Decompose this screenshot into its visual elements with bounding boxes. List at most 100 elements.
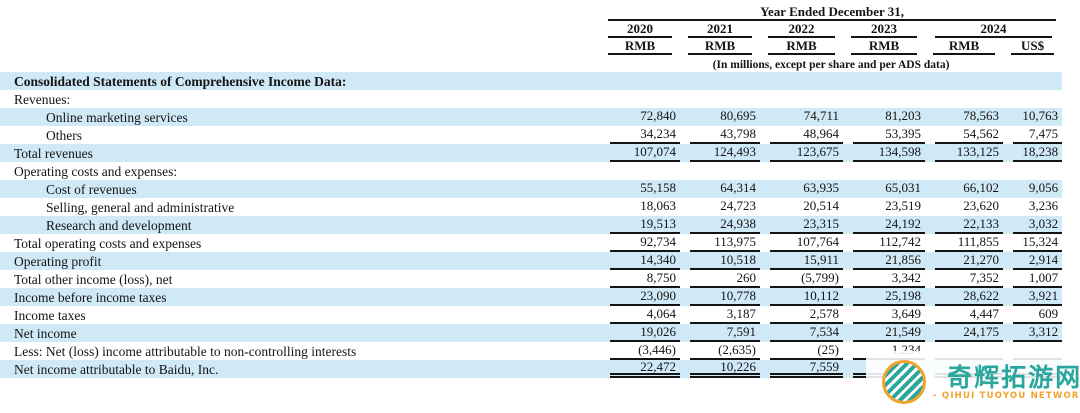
row-label: Consolidated Statements of Comprehensive… [14,74,347,89]
year-header-2020: 2020 [608,21,672,38]
cell-value [1013,90,1062,108]
cell-value: 92,734 [610,234,680,252]
cell-value: 15,324 [1013,234,1063,252]
table-row: Others 34,234 43,798 48,964 53,395 54,562 7,47… [0,126,1063,144]
cell-value: 74,711 [803,108,839,123]
cell-value: 23,090 [610,288,680,306]
cell-value: 7,591 [690,324,760,342]
cell-value: 123,675 [770,144,843,162]
cell-value: 4,447 [935,306,1003,324]
table-row: Operating costs and expenses: [0,162,1062,180]
cell-value [610,72,680,90]
cell-value [690,162,760,180]
cell-value: 3,342 [853,270,925,288]
income-statement-table: Year Ended December 31, 2020 2021 2022 2… [0,4,1063,378]
year-header-2023: 2023 [851,21,917,38]
cell-value: 21,549 [853,324,925,342]
currency-header: RMB [688,38,752,55]
cell-value [853,162,925,180]
row-label: Operating costs and expenses: [14,164,178,179]
row-label: Research and development [46,218,192,233]
cell-value: 21,270 [935,252,1003,270]
cell-value: 78,563 [963,108,999,123]
cell-value: 28,622 [935,288,1003,306]
cell-value: 107,074 [610,144,680,162]
units-note: (In millions, except per share and per A… [712,59,950,71]
cell-value: 81,203 [885,108,921,123]
cell-value: 14,340 [610,252,680,270]
cell-value [935,90,1003,108]
row-label: Income taxes [14,308,86,323]
row-label: Total operating costs and expenses [14,236,202,251]
cell-value: 48,964 [770,126,843,144]
cell-value: 112,742 [853,234,925,252]
cell-value: 63,935 [803,180,839,195]
watermark-name-english: - QIHUI TUOYOU NETWORK - [933,390,1080,401]
row-label: Income before income taxes [14,290,167,305]
cell-value [610,90,680,108]
cell-value [770,90,843,108]
cell-value: 260 [690,270,760,288]
header-years-row: 2020 2021 2022 2023 2024 [0,21,1062,38]
cell-value: 10,226 [690,360,760,378]
table-row: Online marketing services 72,840 80,695 74,… [0,108,1063,126]
cell-value: 80,695 [720,108,756,123]
table-row: Operating profit 14,340 10,518 15,911 21,856… [0,252,1063,270]
cell-value: 24,175 [935,324,1003,342]
table-row: Revenues: [0,90,1062,108]
table-row: Total revenues 107,074 124,493 123,675 134,5… [0,144,1063,162]
table-row: Consolidated Statements of Comprehensive… [0,72,1063,90]
cell-value: 111,855 [935,234,1003,252]
year-header-2024: 2024 [935,21,1053,38]
cell-value: 72,840 [640,108,676,123]
cell-value: 20,514 [803,198,839,213]
table-row: Net income attributable to Baidu, Inc. 22… [0,360,1063,378]
cell-value: 66,102 [963,180,999,195]
cell-value: 133,125 [935,144,1003,162]
cell-value [770,72,843,90]
cell-value: 113,975 [690,234,760,252]
table-row: Research and development 19,513 24,938 23,3… [0,216,1063,234]
row-label: Revenues: [14,92,71,107]
cell-value: 10,763 [1022,108,1059,123]
cell-value: (25) [770,342,843,360]
cell-value: 3,649 [853,306,925,324]
cell-value: 7,475 [1013,126,1063,144]
cell-value: 3,312 [1013,324,1063,342]
cell-value: 15,911 [770,252,843,270]
year-header-2022: 2022 [768,21,835,38]
table-row: Net income 19,026 7,591 7,534 21,549 24,175 3,… [0,324,1063,342]
cell-value: 43,798 [690,126,760,144]
cell-value: 4,064 [610,306,680,324]
cell-value: 7,352 [935,270,1003,288]
watermark-name-chinese: 奇辉拓游网 [947,362,1080,392]
watermark-text: 奇辉拓游网 - QIHUI TUOYOU NETWORK - [933,364,1080,401]
cell-value: 10,112 [770,288,843,306]
currency-header: RMB [851,38,917,55]
cell-value: 107,764 [770,234,843,252]
cell-value: (2,635) [690,342,760,360]
cell-value [853,90,925,108]
table-row: Income taxes 4,064 3,187 2,578 3,649 4,447 609 [0,306,1063,324]
cell-value: 3,032 [1013,216,1063,234]
row-label: Less: Net (loss) income attributable to … [14,344,357,359]
cell-value [935,162,1003,180]
cell-value: 1,007 [1013,270,1063,288]
cell-value: 34,234 [610,126,680,144]
cell-value: (3,446) [610,342,680,360]
currency-header: RMB [608,38,672,55]
cell-value: 9,056 [1028,180,1059,195]
cell-value [853,72,925,90]
cell-value: 3,921 [1013,288,1063,306]
row-label: Net income [14,326,77,341]
cell-value: 55,158 [640,180,676,195]
cell-value: 53,395 [853,126,925,144]
cell-value [690,90,760,108]
cell-value: 19,026 [610,324,680,342]
table-row: Selling, general and administrative 18,06… [0,198,1062,216]
cell-value: 22,472 [610,360,680,378]
header-currency-row: RMB RMB RMB RMB RMB US$ [0,38,1062,55]
cell-value [610,162,680,180]
cell-value: 18,238 [1013,144,1063,162]
